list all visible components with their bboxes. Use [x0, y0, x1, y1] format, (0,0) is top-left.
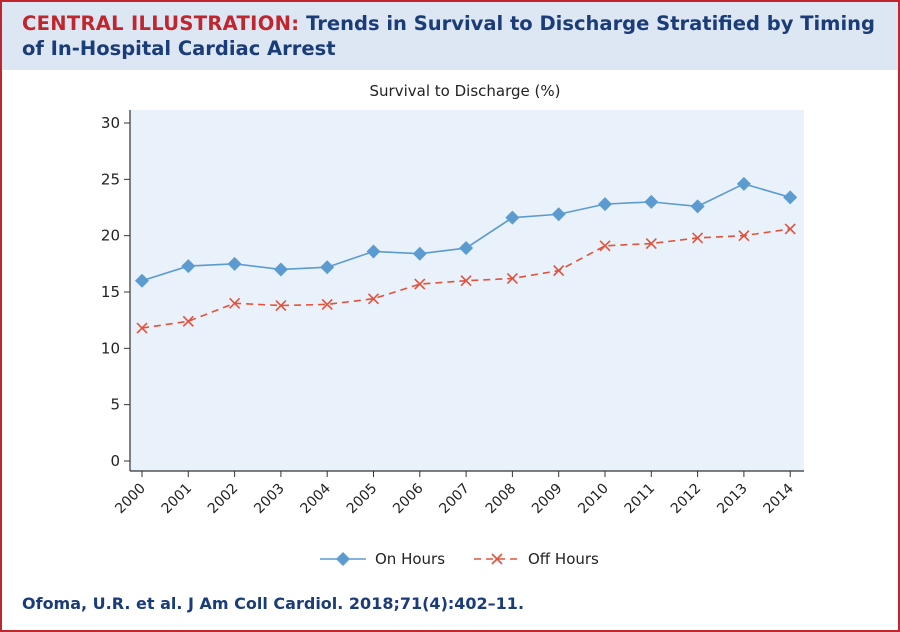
data-point	[414, 278, 426, 290]
data-point	[736, 176, 751, 191]
plot-area	[130, 110, 804, 471]
x-marker-stroke	[553, 265, 565, 277]
data-point	[551, 207, 566, 222]
x-marker-stroke	[182, 315, 194, 327]
figure-title: CENTRAL ILLUSTRATION: Trends in Survival…	[22, 11, 882, 61]
x-marker-stroke	[460, 275, 472, 287]
data-point	[181, 259, 196, 274]
data-point	[320, 260, 335, 275]
x-tick-label: 2006	[390, 480, 427, 517]
x-marker-stroke	[321, 298, 333, 310]
x-marker-stroke	[645, 237, 657, 250]
x-marker-stroke	[275, 299, 287, 312]
x-marker-stroke	[506, 272, 518, 285]
data-point	[275, 299, 287, 312]
data-point	[506, 272, 518, 285]
data-point	[645, 237, 657, 250]
figure-header: CENTRAL ILLUSTRATION: Trends in Survival…	[2, 2, 898, 70]
x-tick-label: 2000	[112, 481, 149, 518]
x-tick-label: 2009	[529, 481, 566, 518]
x-tick-label: 2013	[714, 481, 751, 518]
legend-item-off-hours: Off Hours	[474, 550, 599, 568]
data-point	[644, 194, 659, 209]
x-tick-label: 2004	[298, 480, 335, 517]
x-tick-label: 2001	[159, 481, 196, 518]
x-tick-label: 2008	[483, 481, 520, 518]
data-point	[738, 230, 750, 242]
y-tick-label: 25	[101, 170, 120, 188]
y-tick-label: 30	[101, 114, 120, 132]
line-chart: Survival to Discharge (%) 0 5 10 15 20 25 30 20…	[101, 82, 804, 568]
data-point	[366, 244, 381, 259]
legend-label: Off Hours	[528, 550, 599, 568]
x-marker-stroke	[414, 278, 426, 290]
x-tick-label: 2003	[251, 481, 288, 518]
data-point	[783, 190, 798, 205]
data-point	[229, 297, 241, 309]
data-point	[692, 232, 704, 244]
legend-marker	[336, 552, 350, 566]
data-point	[505, 210, 520, 225]
citation: Ofoma, U.R. et al. J Am Coll Cardiol. 20…	[22, 594, 525, 613]
data-point	[598, 197, 612, 212]
series-on-hours	[135, 176, 798, 288]
x-tick-label: 2007	[436, 481, 473, 518]
data-point	[321, 298, 333, 310]
data-point	[460, 275, 472, 287]
data-point	[412, 246, 427, 261]
legend-label: On Hours	[375, 550, 445, 568]
legend: On Hours Off Hours	[320, 550, 599, 568]
x-tick-label: 2005	[344, 481, 381, 518]
data-point	[599, 240, 611, 252]
data-point	[459, 241, 474, 256]
x-marker-stroke	[692, 232, 704, 244]
illustration-label: CENTRAL ILLUSTRATION:	[22, 12, 300, 35]
data-point	[135, 273, 149, 288]
y-tick-label: 15	[101, 283, 120, 301]
x-marker-stroke	[738, 230, 750, 242]
x-marker-stroke	[599, 240, 611, 252]
data-point	[273, 262, 288, 277]
x-marker-stroke	[367, 293, 380, 305]
illustration-title: Trends in Survival to Discharge Stratifi…	[22, 12, 876, 60]
x-tick-label: 2011	[622, 481, 659, 518]
x-marker-stroke	[491, 553, 503, 565]
y-tick-label: 20	[101, 227, 120, 245]
x-tick-label: 2014	[761, 480, 798, 517]
x-marker-stroke	[784, 223, 796, 235]
series-layer	[135, 176, 798, 334]
data-point	[690, 199, 705, 214]
legend-marker	[491, 553, 503, 565]
data-point	[182, 315, 194, 327]
series-off-hours	[136, 223, 796, 334]
data-point	[553, 265, 565, 277]
x-tick-label: 2002	[205, 481, 242, 518]
y-tick-label: 10	[101, 339, 120, 357]
chart-title: Survival to Discharge (%)	[370, 82, 561, 100]
data-point	[227, 256, 242, 271]
x-tick-label: 2012	[668, 481, 705, 518]
x-marker-stroke	[136, 322, 148, 334]
y-tick-label: 0	[110, 452, 120, 470]
data-point	[784, 223, 796, 235]
legend-item-on-hours: On Hours	[320, 550, 445, 568]
data-point	[136, 322, 148, 334]
x-marker-stroke	[229, 297, 241, 309]
y-tick-label: 5	[110, 396, 120, 414]
x-tick-label: 2010	[575, 481, 612, 518]
data-point	[367, 293, 380, 305]
